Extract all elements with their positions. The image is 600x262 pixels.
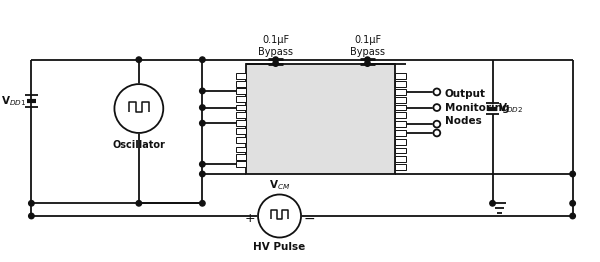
- Bar: [395, 164, 406, 170]
- Bar: [395, 148, 406, 154]
- Text: +: +: [244, 212, 255, 225]
- Circle shape: [200, 121, 205, 126]
- Circle shape: [136, 201, 142, 206]
- Circle shape: [200, 88, 205, 94]
- Circle shape: [433, 121, 440, 128]
- Circle shape: [273, 61, 278, 66]
- Bar: [236, 96, 247, 102]
- Circle shape: [570, 171, 575, 177]
- Text: −: −: [304, 212, 316, 226]
- Bar: [395, 81, 406, 87]
- Circle shape: [433, 104, 440, 111]
- Text: Oscillator: Oscillator: [112, 140, 165, 150]
- Circle shape: [490, 201, 495, 206]
- Bar: [236, 73, 247, 79]
- Bar: [236, 154, 247, 160]
- Bar: [236, 137, 247, 143]
- Bar: [395, 139, 406, 145]
- Bar: [395, 105, 406, 111]
- Text: HV Pulse: HV Pulse: [253, 242, 305, 252]
- Bar: [395, 89, 406, 95]
- Circle shape: [200, 201, 205, 206]
- Circle shape: [29, 213, 34, 219]
- Circle shape: [365, 61, 370, 66]
- Text: V$_{DD2}$: V$_{DD2}$: [499, 102, 524, 116]
- Circle shape: [200, 161, 205, 167]
- Circle shape: [200, 105, 205, 110]
- Text: V$_{CM}$: V$_{CM}$: [269, 178, 290, 192]
- Text: 0.1μF
Bypass: 0.1μF Bypass: [350, 35, 385, 57]
- Circle shape: [570, 201, 575, 206]
- Bar: [236, 88, 247, 94]
- Bar: [247, 64, 395, 174]
- Bar: [236, 128, 247, 134]
- Circle shape: [136, 57, 142, 62]
- Circle shape: [115, 84, 163, 133]
- Bar: [236, 161, 247, 167]
- Text: V$_{DD1}$: V$_{DD1}$: [1, 94, 26, 108]
- Bar: [236, 112, 247, 118]
- Circle shape: [200, 57, 205, 62]
- Circle shape: [433, 129, 440, 137]
- Bar: [395, 97, 406, 103]
- Circle shape: [365, 57, 370, 62]
- Circle shape: [258, 194, 301, 237]
- Circle shape: [570, 213, 575, 219]
- Bar: [395, 112, 406, 118]
- Bar: [395, 121, 406, 127]
- Circle shape: [200, 171, 205, 177]
- Circle shape: [433, 89, 440, 95]
- Text: Output
Monitoring
Nodes: Output Monitoring Nodes: [445, 89, 509, 126]
- Bar: [395, 130, 406, 136]
- Bar: [236, 147, 247, 152]
- Bar: [236, 105, 247, 111]
- Circle shape: [273, 57, 278, 62]
- Bar: [236, 120, 247, 126]
- Bar: [236, 81, 247, 87]
- Circle shape: [29, 201, 34, 206]
- Text: 0.1μF
Bypass: 0.1μF Bypass: [258, 35, 293, 57]
- Bar: [395, 156, 406, 162]
- Bar: [395, 73, 406, 79]
